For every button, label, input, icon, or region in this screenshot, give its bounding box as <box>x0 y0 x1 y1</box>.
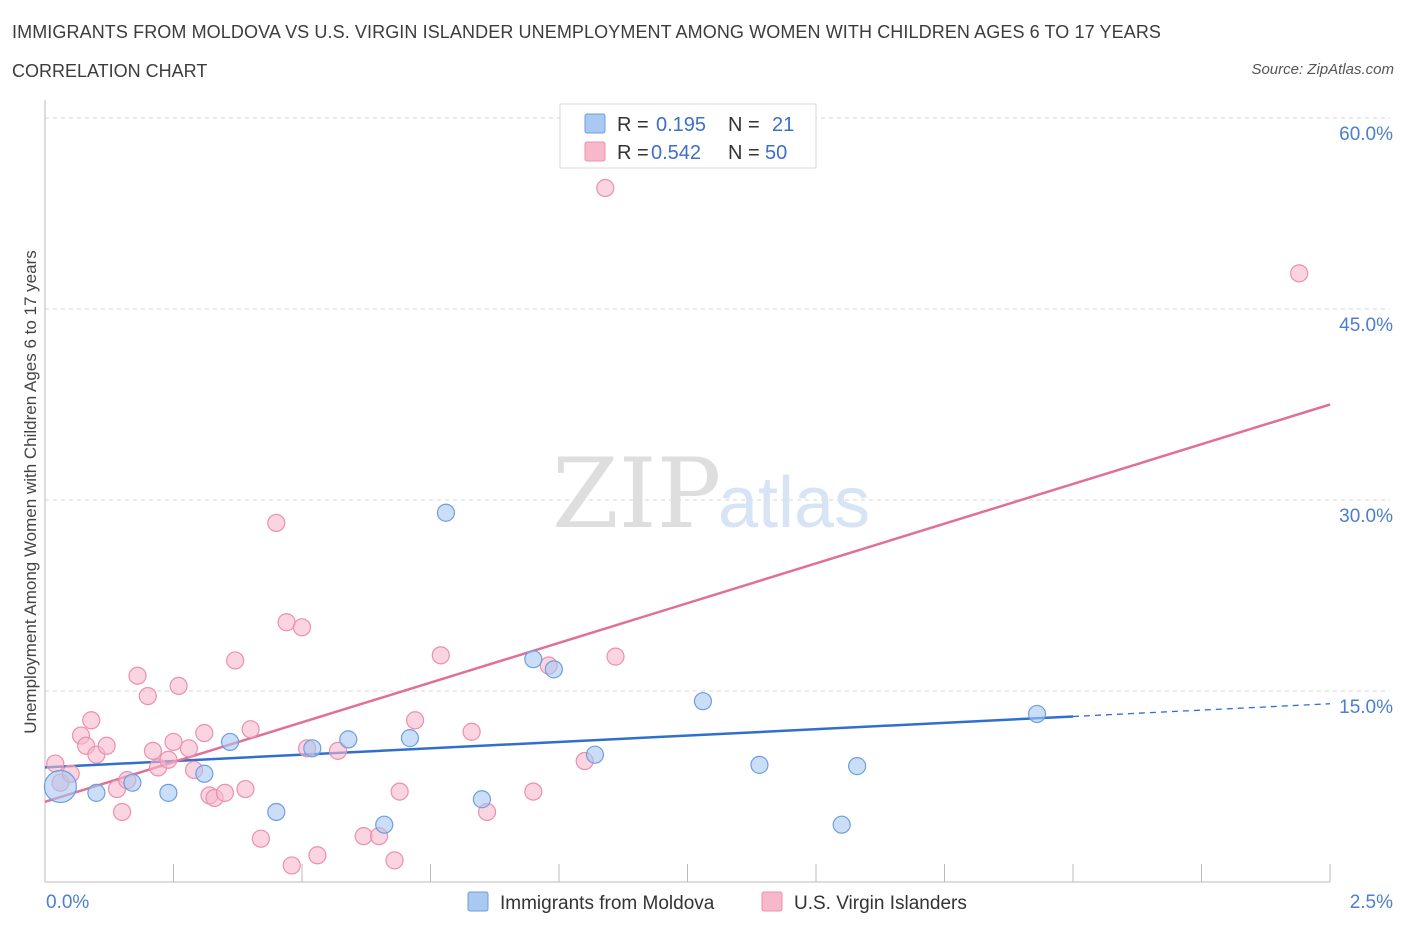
moldova-point <box>303 739 322 758</box>
virgin-islander-point <box>82 711 101 730</box>
x-tick-labels: 0.0% 2.5% <box>46 892 1393 913</box>
virgin-islander-point <box>97 736 116 755</box>
legend-label-moldova: Immigrants from Moldova <box>500 893 715 914</box>
virgin-islander-point <box>46 754 65 773</box>
moldova-point <box>400 729 420 748</box>
stats-legend-r-label: R = <box>617 114 649 136</box>
virgin-islander-point <box>112 802 132 822</box>
watermark: ZIP atlas <box>552 438 870 550</box>
stats-legend-n-value: 21 <box>772 114 794 136</box>
virgin-islander-point <box>226 651 245 670</box>
virgin-islander-point <box>524 782 543 801</box>
y-axis-label: Unemployment Among Women with Children A… <box>21 250 40 734</box>
y-tick-label: 15.0% <box>1339 697 1393 718</box>
virgin-islander-point <box>195 723 214 743</box>
trend-lines <box>44 403 1331 803</box>
stats-legend-n-label: N = <box>728 114 760 136</box>
moldova-trend-extension <box>1072 703 1331 718</box>
stats-legend-swatch-moldova <box>584 113 606 134</box>
virgin-islander-point <box>164 732 183 752</box>
moldova-point <box>472 790 491 809</box>
moldova-point <box>848 757 867 776</box>
moldova-point <box>524 650 543 669</box>
watermark-zip: ZIP <box>552 438 721 550</box>
series-legend: Immigrants from Moldova U.S. Virgin Isla… <box>467 891 967 914</box>
virgin-islander-point <box>385 851 404 870</box>
virgin-islander-point <box>128 666 147 685</box>
virgin-islander-point <box>236 779 255 799</box>
moldova-trend-line <box>44 715 1074 769</box>
source-label: Source: ZipAtlas.com <box>1251 61 1394 78</box>
y-tick-label: 30.0% <box>1339 506 1393 527</box>
virgin-islander-point <box>354 827 373 846</box>
grid-lines <box>45 117 1390 692</box>
moldova-point <box>832 815 851 834</box>
stats-legend: R = 0.195 N = 21 R = 0.542 N = 50 <box>559 103 817 169</box>
moldova-point <box>159 783 178 802</box>
virgin-islander-point <box>241 720 260 739</box>
virgin-islander-point <box>277 613 296 632</box>
virgin-islander-point <box>308 846 327 865</box>
y-tick-label: 45.0% <box>1339 315 1393 336</box>
moldova-point <box>750 755 769 774</box>
stats-legend-n-label: N = <box>728 142 760 164</box>
stats-legend-swatch-virgin-islanders <box>584 141 606 162</box>
virgin-islander-point <box>179 739 199 758</box>
virgin-islander-point <box>282 856 301 875</box>
moldova-point <box>375 815 394 834</box>
stats-legend-r-value: 0.195 <box>656 114 706 136</box>
legend-swatch-virgin-islanders <box>761 891 783 912</box>
virgin-islander-point <box>251 829 270 848</box>
chart-title: IMMIGRANTS FROM MOLDOVA VS U.S. VIRGIN I… <box>12 22 1162 42</box>
virgin-islander-point <box>143 741 163 760</box>
moldova-point <box>585 745 605 764</box>
watermark-atlas: atlas <box>718 463 870 543</box>
data-points <box>43 178 1309 875</box>
x-tick-label: 0.0% <box>46 892 89 913</box>
virgin-islander-point <box>596 178 615 198</box>
virgin-islander-point <box>405 711 425 730</box>
virgin-islander-trend-line <box>44 403 1331 803</box>
virgin-islander-point <box>431 646 450 665</box>
moldova-point <box>693 692 713 711</box>
moldova-point <box>87 783 106 802</box>
stats-legend-r-label: R = <box>617 142 649 164</box>
moldova-point <box>1027 704 1047 724</box>
virgin-islander-point <box>1290 264 1309 283</box>
virgin-islander-point <box>390 782 409 801</box>
axes <box>44 100 1331 883</box>
virgin-islander-point <box>169 676 188 696</box>
virgin-islander-point <box>159 750 178 769</box>
virgin-islander-point <box>267 513 286 533</box>
moldova-point <box>339 730 358 749</box>
stats-legend-n-value: 50 <box>765 142 787 164</box>
x-tick-label: 2.5% <box>1350 892 1393 913</box>
stats-legend-r-value: 0.542 <box>651 142 701 164</box>
virgin-islander-point <box>328 741 348 760</box>
moldova-point <box>43 769 78 804</box>
moldova-point <box>436 503 456 522</box>
legend-swatch-moldova <box>467 891 489 912</box>
moldova-point <box>544 660 563 679</box>
chart-subtitle: CORRELATION CHART <box>12 61 208 81</box>
moldova-point <box>267 802 286 822</box>
virgin-islander-point <box>138 686 157 706</box>
virgin-islander-point <box>462 722 481 741</box>
y-tick-labels: 15.0% 30.0% 45.0% 60.0% <box>1339 124 1393 718</box>
legend-label-virgin-islanders: U.S. Virgin Islanders <box>794 893 967 914</box>
virgin-islander-point <box>215 783 234 802</box>
virgin-islander-point <box>292 618 312 637</box>
virgin-islander-point <box>606 647 625 666</box>
moldova-point <box>195 764 214 783</box>
y-tick-label: 60.0% <box>1339 124 1393 145</box>
moldova-point <box>220 732 240 752</box>
moldova-point <box>123 773 142 792</box>
